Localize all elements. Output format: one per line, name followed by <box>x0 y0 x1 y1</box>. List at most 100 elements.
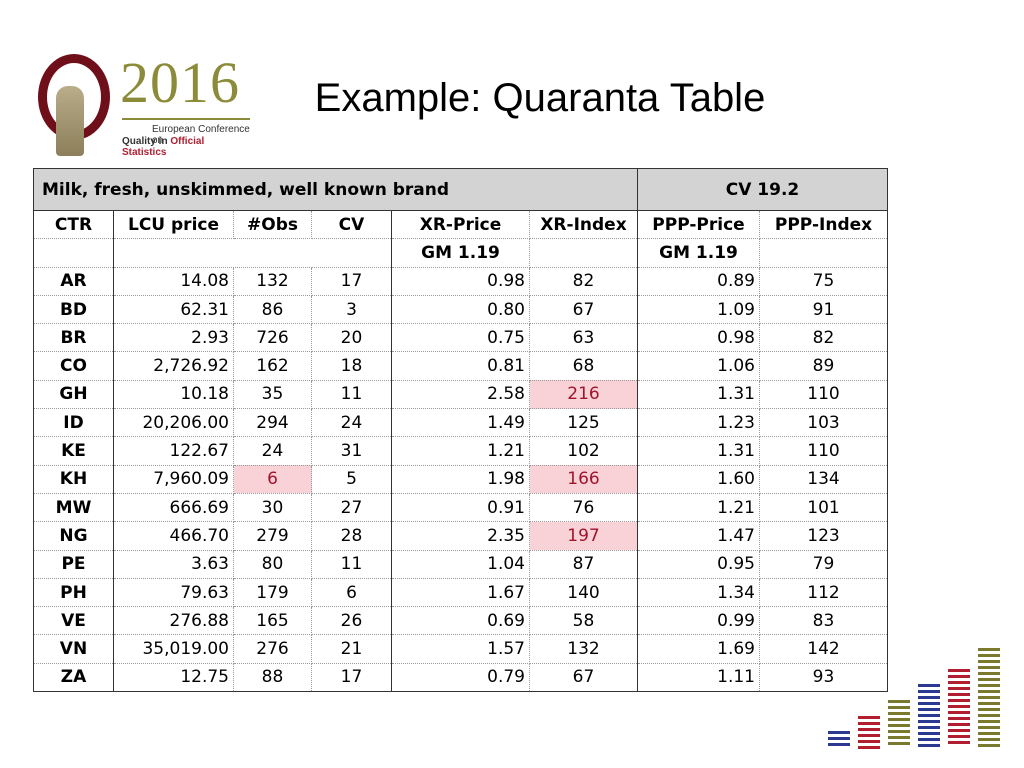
cell-ppp-price: 0.99 <box>637 606 760 636</box>
cell-xr-index: 82 <box>529 266 638 296</box>
cell-lcu-price: 79.63 <box>113 577 234 608</box>
cell-ppp-index: 103 <box>759 408 888 438</box>
cell-ppp-index: 123 <box>759 521 888 551</box>
cell-ppp-price: 0.98 <box>637 323 760 353</box>
cell-cv: 11 <box>311 379 392 410</box>
cell-ctr: PE <box>33 549 114 579</box>
cell-lcu-price: 7,960.09 <box>113 464 234 494</box>
table-row: BR 2.93 726 20 0.75 63 0.98 82 <box>33 323 888 353</box>
cell-cv: 17 <box>311 662 392 693</box>
cell-cv: 31 <box>311 436 392 466</box>
conference-logo: 2016 European Conference on Quality in O… <box>30 46 250 166</box>
logo-word-quality: Quality <box>122 136 156 147</box>
cell-ppp-price: 1.23 <box>637 408 760 438</box>
logo-word-in: in <box>155 136 171 147</box>
cell-ppp-index: 89 <box>759 351 888 381</box>
gm-empty-lcu <box>113 238 392 268</box>
cell-obs: 30 <box>233 492 312 523</box>
decor-bar <box>978 648 1000 752</box>
cell-ctr: NG <box>33 521 114 551</box>
cell-lcu-price: 20,206.00 <box>113 408 234 438</box>
cell-ctr: BR <box>33 323 114 353</box>
cell-xr-price: 1.98 <box>391 464 530 494</box>
cell-ppp-price: 1.21 <box>637 492 760 523</box>
cell-xr-price: 2.58 <box>391 379 530 410</box>
cell-xr-index: 87 <box>529 549 638 579</box>
cell-obs: 80 <box>233 549 312 579</box>
table-product-header-row: Milk, fresh, unskimmed, well known brand… <box>33 168 888 211</box>
table-row: GH 10.18 35 11 2.58 216 1.31 110 <box>33 379 888 410</box>
cell-xr-price: 0.75 <box>391 323 530 353</box>
product-name-cell: Milk, fresh, unskimmed, well known brand <box>33 168 638 211</box>
col-header-xr-index: XR-Index <box>529 209 638 240</box>
cell-xr-price: 0.81 <box>391 351 530 381</box>
col-header-ctr: CTR <box>33 209 114 240</box>
cell-cv: 20 <box>311 323 392 353</box>
cell-xr-price: 0.91 <box>391 492 530 523</box>
cell-obs: 179 <box>233 577 312 608</box>
cell-ppp-index: 82 <box>759 323 888 353</box>
cell-ctr: CO <box>33 351 114 381</box>
cell-lcu-price: 62.31 <box>113 294 234 325</box>
gm-empty-xr-index <box>529 238 638 268</box>
cell-ppp-index: 134 <box>759 464 888 494</box>
cell-xr-index: 132 <box>529 634 638 664</box>
table-gm-row: GM 1.19 GM 1.19 <box>33 238 888 268</box>
cell-ppp-price: 0.89 <box>637 266 760 296</box>
quaranta-table: Milk, fresh, unskimmed, well known brand… <box>33 168 888 693</box>
cell-xr-price: 2.35 <box>391 521 530 551</box>
gm-empty-ppp-index <box>759 238 888 268</box>
cell-lcu-price: 12.75 <box>113 662 234 693</box>
table-row: BD 62.31 86 3 0.80 67 1.09 91 <box>33 294 888 325</box>
cell-lcu-price: 35,019.00 <box>113 634 234 664</box>
cell-ctr: GH <box>33 379 114 410</box>
cell-ppp-price: 1.69 <box>637 634 760 664</box>
cell-cv: 24 <box>311 408 392 438</box>
col-header-obs: #Obs <box>233 209 312 240</box>
gm-xr-value: GM 1.19 <box>391 238 530 268</box>
cell-ctr: BD <box>33 294 114 325</box>
cell-ppp-index: 101 <box>759 492 888 523</box>
cell-ctr: AR <box>33 266 114 296</box>
cell-xr-price: 0.98 <box>391 266 530 296</box>
cell-ppp-index: 79 <box>759 549 888 579</box>
logo-subtitle-line2: Quality in Official Statistics <box>122 136 250 158</box>
cell-xr-price: 1.57 <box>391 634 530 664</box>
cell-xr-price: 1.67 <box>391 577 530 608</box>
cell-ppp-price: 1.09 <box>637 294 760 325</box>
cell-ppp-index: 75 <box>759 266 888 296</box>
cell-xr-index: 216 <box>529 379 638 410</box>
cell-xr-index: 197 <box>529 521 638 551</box>
cell-ctr: VN <box>33 634 114 664</box>
cell-lcu-price: 2,726.92 <box>113 351 234 381</box>
cell-ppp-index: 110 <box>759 436 888 466</box>
cell-obs: 88 <box>233 662 312 693</box>
gm-empty-ctr <box>33 238 114 268</box>
table-row: ID 20,206.00 294 24 1.49 125 1.23 103 <box>33 408 888 438</box>
statue-figure-logo-mark <box>56 86 84 156</box>
cell-xr-index: 67 <box>529 662 638 693</box>
cell-lcu-price: 2.93 <box>113 323 234 353</box>
cell-ctr: ZA <box>33 662 114 693</box>
cell-lcu-price: 276.88 <box>113 606 234 636</box>
cell-ctr: MW <box>33 492 114 523</box>
table-row: MW 666.69 30 27 0.91 76 1.21 101 <box>33 492 888 523</box>
table-row: NG 466.70 279 28 2.35 197 1.47 123 <box>33 521 888 551</box>
cell-xr-index: 68 <box>529 351 638 381</box>
col-header-ppp-index: PPP-Index <box>759 209 888 240</box>
cell-lcu-price: 14.08 <box>113 266 234 296</box>
cell-xr-price: 0.79 <box>391 662 530 693</box>
cell-cv: 21 <box>311 634 392 664</box>
cell-lcu-price: 466.70 <box>113 521 234 551</box>
cell-cv: 27 <box>311 492 392 523</box>
table-row: AR 14.08 132 17 0.98 82 0.89 75 <box>33 266 888 296</box>
cell-cv: 28 <box>311 521 392 551</box>
logo-year: 2016 <box>120 50 240 115</box>
cell-xr-index: 102 <box>529 436 638 466</box>
cell-xr-index: 58 <box>529 606 638 636</box>
table-column-header-row: CTR LCU price #Obs CV XR-Price XR-Index … <box>33 209 888 240</box>
cell-obs: 276 <box>233 634 312 664</box>
cell-ppp-index: 93 <box>759 662 888 693</box>
cell-ppp-price: 1.31 <box>637 379 760 410</box>
cell-obs: 165 <box>233 606 312 636</box>
